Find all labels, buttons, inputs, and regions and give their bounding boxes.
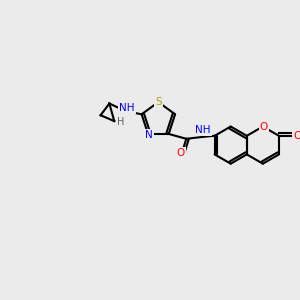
Text: NH: NH <box>195 125 211 135</box>
Text: S: S <box>155 97 162 107</box>
Text: O: O <box>176 148 184 158</box>
Text: O: O <box>293 131 300 141</box>
Text: NH: NH <box>119 103 135 113</box>
Text: N: N <box>145 130 153 140</box>
Text: O: O <box>260 122 268 131</box>
Text: H: H <box>117 117 125 127</box>
